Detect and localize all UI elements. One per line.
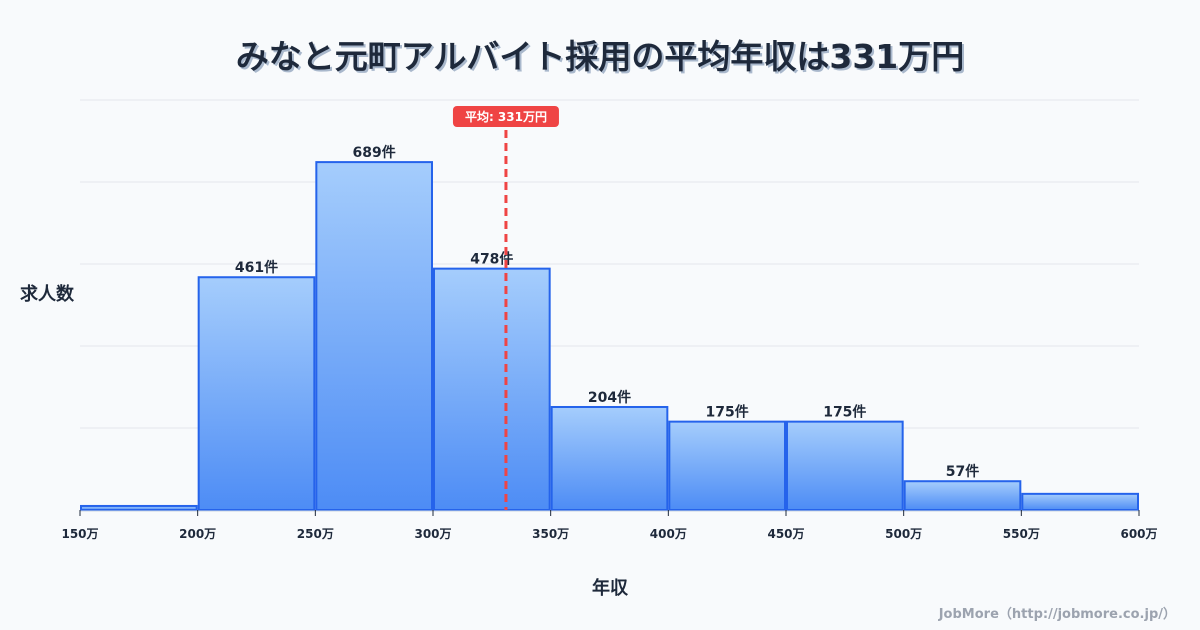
x-axis-label: 年収 bbox=[592, 578, 628, 599]
data-label: 204件 bbox=[588, 389, 631, 406]
x-tick-label: 250万 bbox=[297, 527, 334, 541]
x-tick-label: 500万 bbox=[885, 527, 922, 541]
y-axis-label: 求人数 bbox=[20, 284, 74, 305]
data-label: 478件 bbox=[470, 251, 513, 268]
mean-label: 平均: 331万円 bbox=[465, 109, 547, 124]
data-label: 461件 bbox=[235, 259, 278, 276]
histogram-bar bbox=[433, 267, 551, 511]
mean-badge bbox=[452, 106, 559, 127]
histogram-bar bbox=[80, 504, 198, 512]
data-label: 689件 bbox=[353, 144, 396, 161]
histogram-bar bbox=[1021, 492, 1139, 512]
histogram-bar bbox=[550, 405, 669, 512]
x-tick-label: 350万 bbox=[532, 527, 569, 541]
chart-title: みなと元町アルバイト採用の平均年収は331万円 bbox=[235, 37, 965, 76]
data-label: 57件 bbox=[946, 463, 979, 480]
data-label: 175件 bbox=[823, 404, 866, 421]
x-tick-label: 150万 bbox=[61, 527, 98, 541]
histogram-bar bbox=[315, 161, 434, 511]
data-label: 175件 bbox=[706, 404, 749, 421]
x-tick-label: 300万 bbox=[414, 527, 451, 541]
histogram-bar bbox=[197, 276, 316, 511]
x-tick-label: 200万 bbox=[179, 527, 216, 541]
histogram-bar bbox=[786, 420, 904, 512]
histogram-bar bbox=[668, 420, 786, 512]
histogram-bar bbox=[903, 480, 1022, 511]
x-tick-label: 550万 bbox=[1003, 527, 1040, 541]
x-tick-label: 600万 bbox=[1120, 527, 1157, 541]
x-tick-label: 400万 bbox=[650, 527, 687, 541]
credit-text: JobMore（http://jobmore.co.jp/） bbox=[938, 607, 1176, 622]
x-tick-label: 450万 bbox=[767, 527, 804, 541]
